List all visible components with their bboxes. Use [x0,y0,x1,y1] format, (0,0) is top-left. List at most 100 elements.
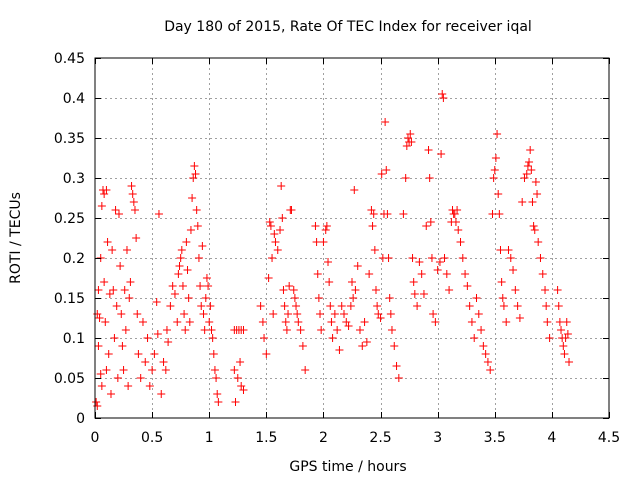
data-point-plus-marker [522,170,531,178]
data-point-plus-marker [184,294,193,302]
data-point-plus-marker [437,150,446,158]
data-point-plus-marker [523,162,532,170]
data-point-plus-marker [282,326,291,334]
data-point-plus-marker [126,278,135,286]
data-point-plus-marker [293,310,302,318]
data-point-plus-marker [130,206,139,214]
data-point-plus-marker [109,286,118,294]
data-point-plus-marker [161,366,170,374]
data-point-plus-marker [159,358,168,366]
data-point-plus-marker [173,318,182,326]
data-point-plus-marker [409,278,418,286]
data-point-plus-marker [399,210,408,218]
data-point-plus-marker [439,94,448,102]
data-point-plus-marker [493,130,502,138]
data-point-plus-marker [133,310,142,318]
data-point-plus-marker [384,254,393,262]
data-point-plus-marker [495,210,504,218]
x-tick-label: 1.5 [255,430,277,446]
data-point-plus-marker [408,254,417,262]
data-point-plus-marker [528,198,537,206]
data-point-plus-marker [207,326,216,334]
data-point-plus-marker [440,254,449,262]
data-point-plus-marker [212,374,221,382]
data-point-plus-marker [386,310,395,318]
data-point-plus-marker [369,210,378,218]
x-tick-label: 4 [547,430,556,446]
data-point-plus-marker [385,294,394,302]
data-point-plus-marker [543,318,552,326]
data-point-plus-marker [265,218,274,226]
y-tick-label: 0.15 [54,291,85,307]
data-point-plus-marker [321,226,330,234]
y-tick-label: 0.1 [63,331,85,347]
data-point-plus-marker [502,318,511,326]
data-point-plus-marker [370,246,379,254]
data-point-plus-marker [368,222,377,230]
data-point-plus-marker [168,282,177,290]
data-point-plus-marker [526,146,535,154]
data-point-plus-marker [383,210,392,218]
data-point-plus-marker [145,382,154,390]
data-point-plus-marker [365,270,374,278]
data-point-plus-marker [410,290,419,298]
data-point-plus-marker [477,326,486,334]
data-point-plus-marker [125,294,134,302]
data-point-plus-marker [419,290,428,298]
data-point-plus-marker [106,390,115,398]
data-point-plus-marker [236,358,245,366]
data-point-plus-marker [554,302,563,310]
data-point-plus-marker [230,366,239,374]
data-point-plus-marker [417,270,426,278]
data-point-plus-marker [479,342,488,350]
data-point-plus-marker [358,342,367,350]
data-point-plus-marker [201,294,210,302]
data-point-plus-marker [407,138,416,146]
data-point-plus-marker [116,262,125,270]
data-point-plus-marker [208,334,217,342]
data-point-plus-marker [166,302,175,310]
data-point-plus-marker [538,270,547,278]
data-point-plus-marker [102,366,111,374]
data-point-plus-marker [278,214,287,222]
data-point-plus-marker [527,166,536,174]
data-point-plus-marker [534,238,543,246]
data-point-plus-marker [463,282,472,290]
data-point-plus-marker [256,302,265,310]
data-point-plus-marker [330,310,339,318]
data-point-plus-marker [461,270,470,278]
data-point-plus-marker [266,222,275,230]
data-point-plus-marker [494,190,503,198]
data-point-plus-marker [264,274,273,282]
data-point-plus-marker [489,174,498,182]
data-point-plus-marker [513,302,522,310]
data-point-plus-marker [121,326,130,334]
data-point-plus-marker [453,206,462,214]
data-point-plus-marker [349,294,358,302]
data-point-plus-marker [298,342,307,350]
data-point-plus-marker [491,154,500,162]
data-point-plus-marker [429,310,438,318]
data-point-plus-marker [114,210,123,218]
data-point-plus-marker [148,366,157,374]
data-point-plus-marker [175,262,184,270]
data-point-plus-marker [138,318,147,326]
data-point-plus-marker [100,278,109,286]
y-tick-label: 0.35 [54,131,85,147]
data-point-plus-marker [431,318,440,326]
x-tick-label: 1 [205,430,214,446]
data-point-plus-marker [498,294,507,302]
x-axis: 0 0.5 1 1.5 2 2.5 3 3.5 4 4.5 [91,58,620,446]
data-point-plus-marker [317,326,326,334]
data-point-plus-marker [344,322,353,330]
data-point-plus-marker [427,254,436,262]
data-point-plus-marker [325,278,334,286]
data-point-plus-marker [258,318,267,326]
data-point-plus-marker [467,318,476,326]
data-point-plus-marker [269,310,278,318]
data-point-plus-marker [456,238,465,246]
data-point-plus-marker [260,334,269,342]
data-point-plus-marker [292,302,301,310]
data-point-plus-marker [202,274,211,282]
data-points [92,90,574,410]
